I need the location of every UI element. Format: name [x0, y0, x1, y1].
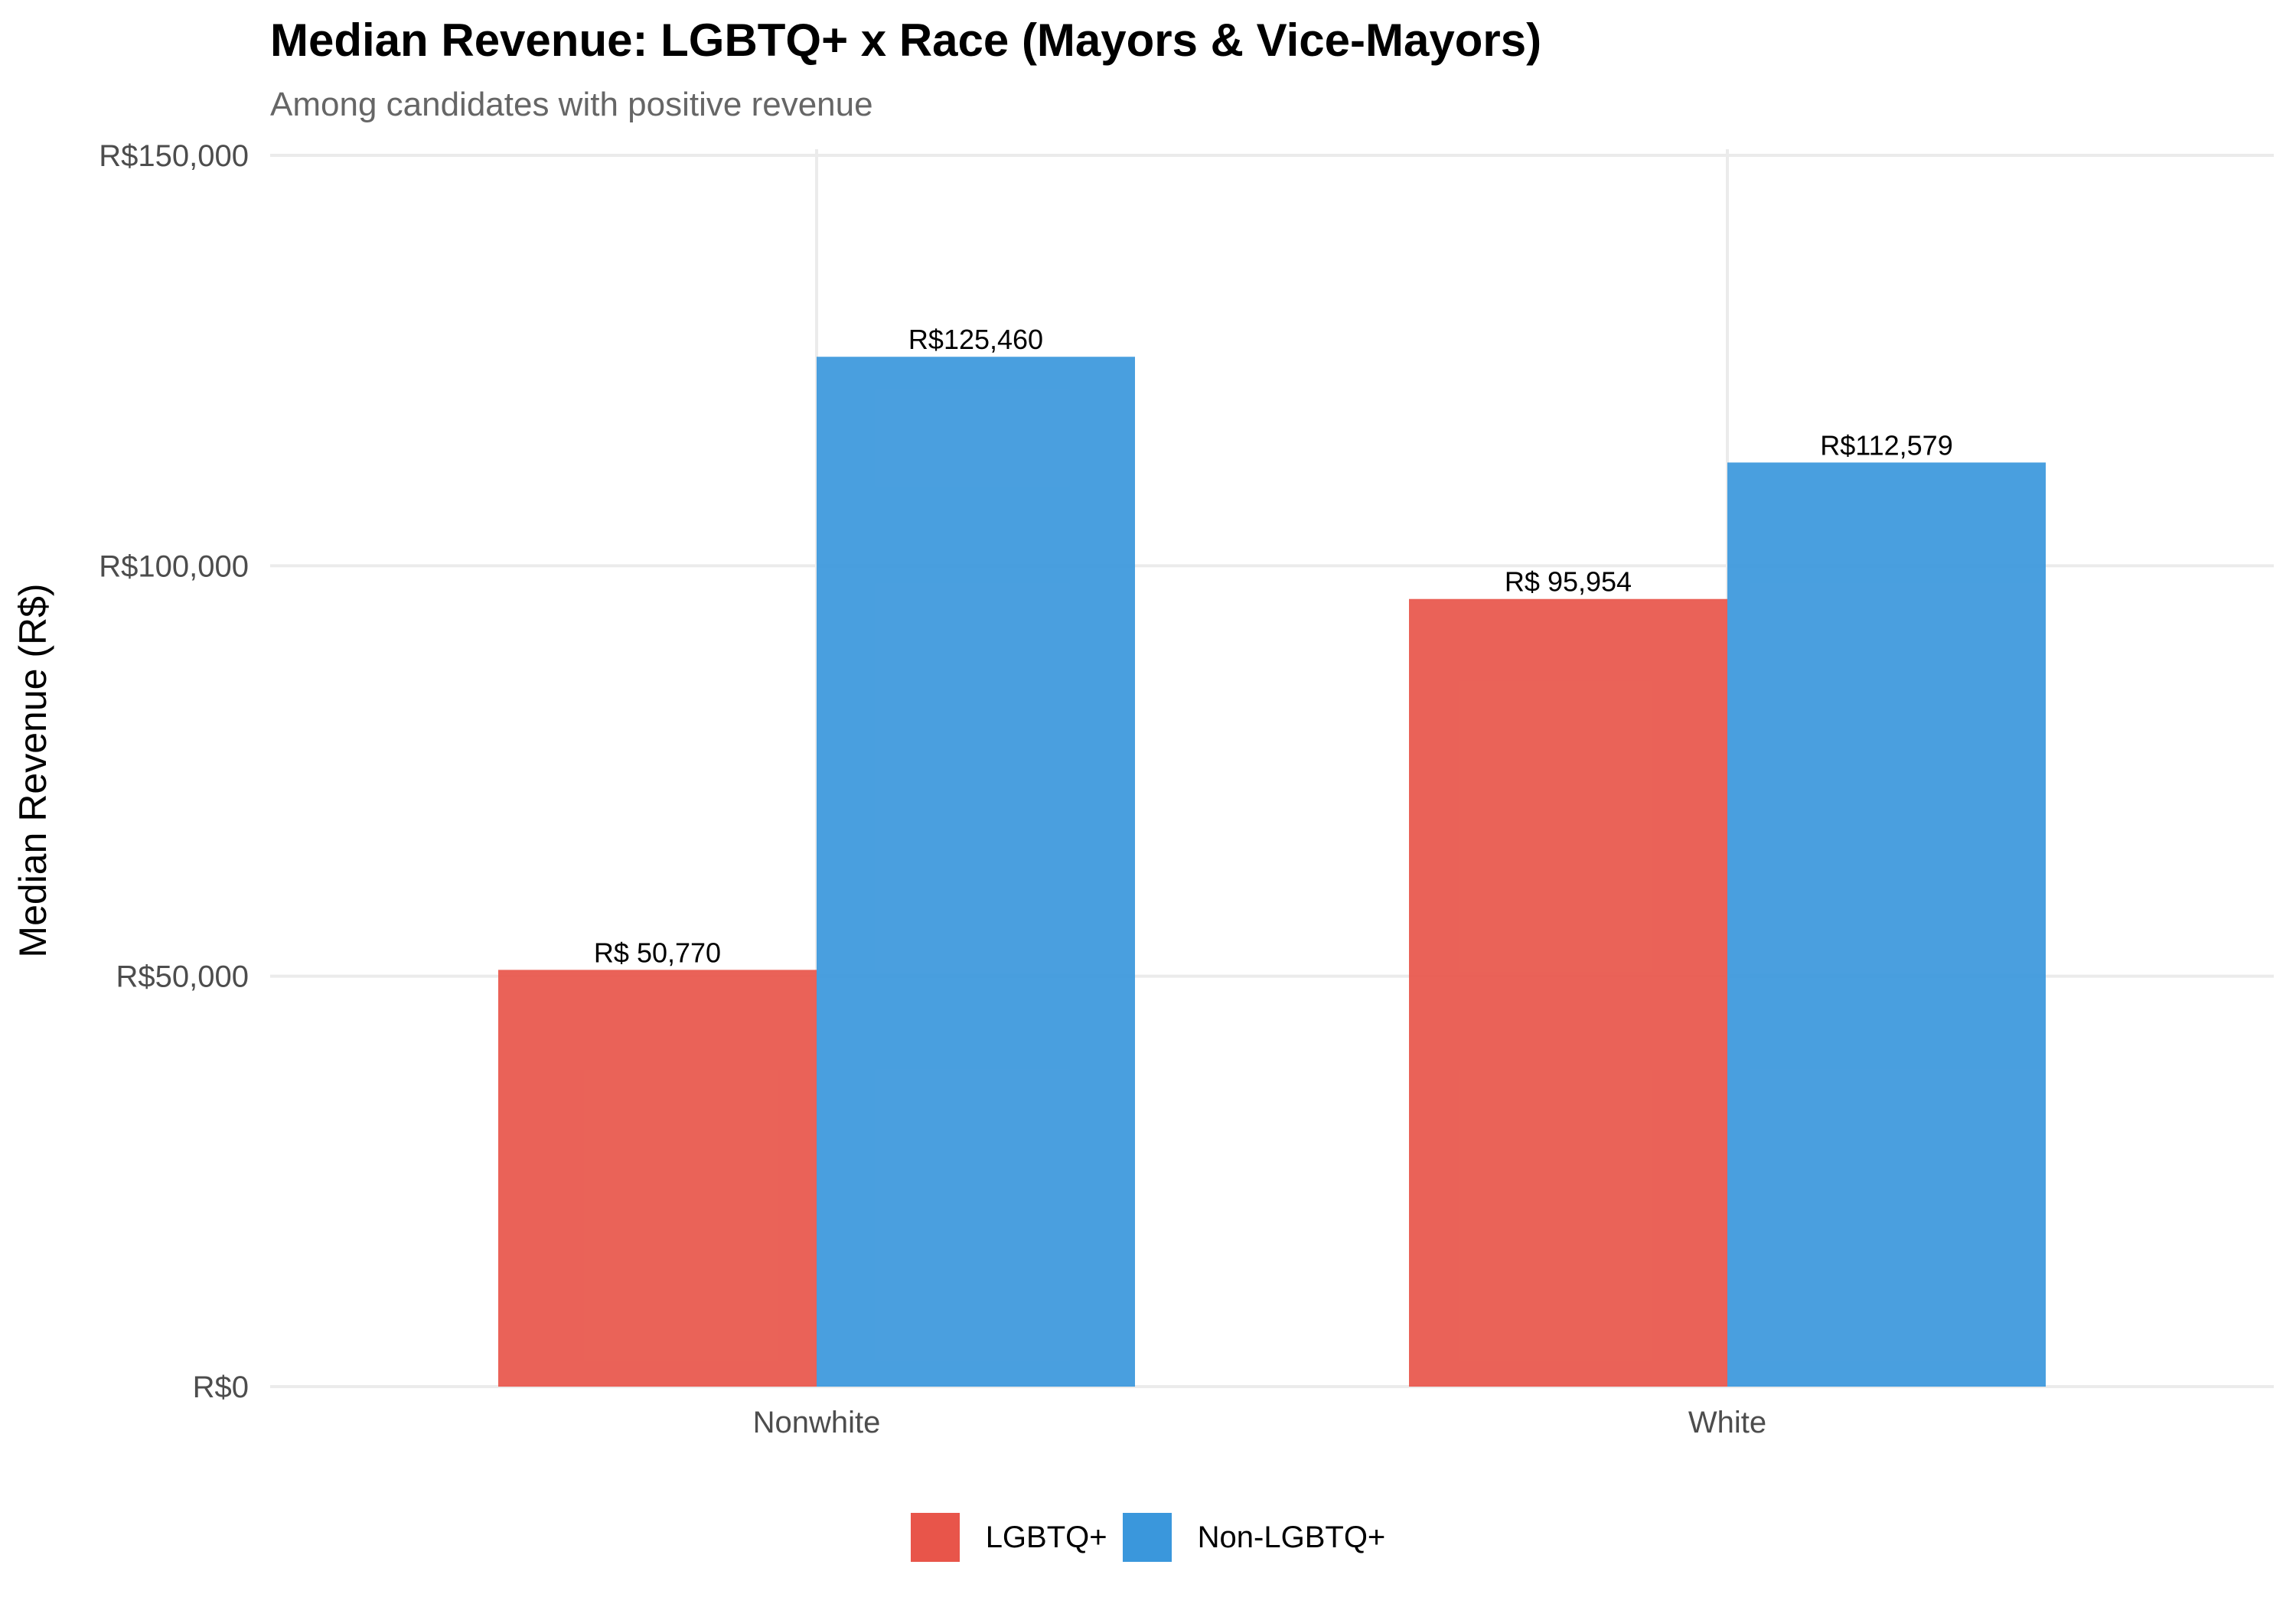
y-tick-label: R$50,000 [116, 960, 249, 994]
data-label: R$ 50,770 [594, 937, 721, 968]
y-tick-label: R$0 [193, 1371, 249, 1404]
y-tick-label: R$150,000 [99, 139, 249, 173]
bar-white-lgbtq [1409, 598, 1727, 1387]
data-label: R$112,579 [1820, 429, 1952, 461]
legend-item-non-lgbtq: Non-LGBTQ+ [1122, 1513, 1386, 1562]
legend-label: LGBTQ+ [985, 1520, 1107, 1554]
bar-nonwhite-lgbtq [498, 970, 817, 1387]
bar-nonwhite-non-lgbtq [817, 357, 1135, 1387]
bars [498, 357, 2046, 1387]
legend-swatch [1122, 1513, 1172, 1562]
y-axis-label: Median Revenue (R$) [11, 583, 54, 957]
data-label: R$125,460 [908, 324, 1043, 355]
data-label: R$ 95,954 [1505, 566, 1632, 598]
legend: LGBTQ+ Non-LGBTQ+ [0, 1513, 2296, 1562]
x-tick-label: Nonwhite [753, 1406, 881, 1439]
legend-swatch [910, 1513, 960, 1562]
bar-white-non-lgbtq [1727, 462, 2046, 1387]
chart-title: Median Revenue: LGBTQ+ x Race (Mayors & … [270, 15, 1542, 66]
x-axis-ticks: Nonwhite White [753, 1406, 1767, 1439]
x-tick-label: White [1688, 1406, 1766, 1439]
legend-label: Non-LGBTQ+ [1197, 1520, 1386, 1554]
y-axis-ticks: R$0 R$50,000 R$100,000 R$150,000 [99, 139, 249, 1404]
legend-item-lgbtq: LGBTQ+ [910, 1513, 1107, 1562]
data-labels: R$ 50,770 R$125,460 R$ 95,954 R$112,579 [594, 324, 1953, 968]
y-tick-label: R$100,000 [99, 549, 249, 583]
chart-subtitle: Among candidates with positive revenue [270, 86, 873, 123]
